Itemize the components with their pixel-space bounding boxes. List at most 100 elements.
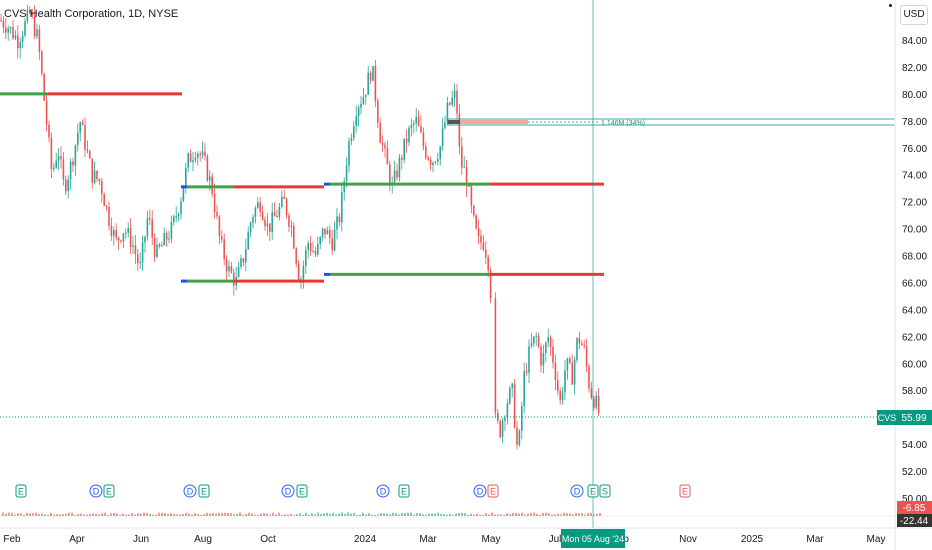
indicator-bar [485,512,487,516]
candle-body [528,346,530,373]
candle-body [5,27,7,33]
indicator-bar [74,514,76,516]
indicator-bar [560,514,562,516]
indicator-bar [401,512,403,516]
earnings-marker[interactable]: E [679,484,691,498]
candle-body [540,346,542,366]
candle-body [221,236,223,240]
more-options-icon[interactable] [889,4,892,7]
earnings-marker[interactable]: E [296,484,308,498]
earnings-marker[interactable]: E [587,484,599,498]
earnings-marker[interactable]: E [487,484,499,498]
indicator-value-1: -6.85 [897,501,932,514]
indicator-bar [296,514,298,516]
candle-body [518,430,521,445]
event-letter: D [477,487,484,497]
indicator-bar [479,514,481,516]
candle-body [209,176,211,181]
dividend-marker[interactable]: D [570,484,584,498]
indicator-bar [533,512,535,516]
indicator-bar [347,512,349,516]
candle-body [21,35,24,43]
event-letter: E [682,487,688,497]
indicator-bar [47,514,49,516]
indicator-bar [170,513,172,516]
volume-profile-poc [448,120,460,124]
indicator-bar [437,512,439,516]
indicator-bar [440,513,442,516]
candle-body [151,219,153,238]
indicator-bar [149,513,151,516]
indicator-bar [158,512,160,516]
candle-body [422,132,425,147]
candle-body [48,124,50,138]
candle-body [446,102,449,123]
candle-body [593,397,595,408]
candle-body [549,337,552,347]
candle-body [597,395,600,413]
indicator-bar [8,512,10,516]
candle-body [533,336,535,344]
candle-body [264,219,266,227]
earnings-marker[interactable]: E [398,484,410,498]
candle-body [137,254,139,264]
candle-body [201,151,204,155]
price-axis[interactable]: 84.00 82.00 80.00 78.00 76.00 74.00 72.00 70.00… [902,36,927,505]
candle-body [557,380,559,391]
indicator-bar [242,514,244,516]
indicator-bar [266,513,268,516]
candle-body [523,370,525,407]
indicator-bar [557,513,559,516]
candle-body [331,238,333,251]
indicator-bar [68,512,70,516]
indicator-bar [350,513,352,516]
price-tick-label: 84.00 [902,36,927,47]
candle-body [525,370,528,373]
split-marker[interactable]: S [599,484,611,498]
indicator-bar [317,512,319,516]
candle-body [211,176,213,194]
candle-body [139,262,141,264]
indicator-bar [32,513,34,516]
indicator-bar [539,514,541,516]
dividend-marker[interactable]: D [281,484,295,498]
candle-body [96,170,98,180]
event-letter: E [201,487,207,497]
indicator-bar [83,514,85,516]
candle-body [257,202,259,209]
indicator-bar [512,512,514,516]
indicator-bar [383,513,385,516]
indicator-bar [206,512,208,516]
indicator-bar [443,514,445,516]
time-axis[interactable]: FebAprJunAugOct2024MarMayJulSepNov2025Ma… [3,534,885,545]
dividend-icon [376,484,390,498]
candle-body [12,27,14,39]
indicator-bar [329,513,331,516]
candle-body [14,35,17,39]
dividend-marker[interactable]: D [376,484,390,498]
event-letter: E [401,487,407,497]
dividend-marker[interactable]: D [183,484,197,498]
earnings-marker[interactable]: E [15,484,27,498]
earnings-marker[interactable]: E [198,484,210,498]
time-tick-label: May [867,534,886,545]
currency-button[interactable]: USD [900,5,928,25]
candle-body [576,338,578,360]
indicator-bar [371,514,373,516]
candle-body [552,346,554,363]
candle-body [281,196,283,207]
indicator-bar [86,514,88,516]
dividend-marker[interactable]: D [89,484,103,498]
earnings-marker[interactable]: E [103,484,115,498]
candle-body [19,42,21,49]
indicator-bar [179,514,181,516]
candle-body [153,237,156,257]
candle-body [213,193,216,213]
dividend-marker[interactable]: D [473,484,487,498]
indicator-bar [497,514,499,516]
candle-body [564,370,566,393]
candle-body [405,138,408,143]
candle-body [535,335,537,337]
